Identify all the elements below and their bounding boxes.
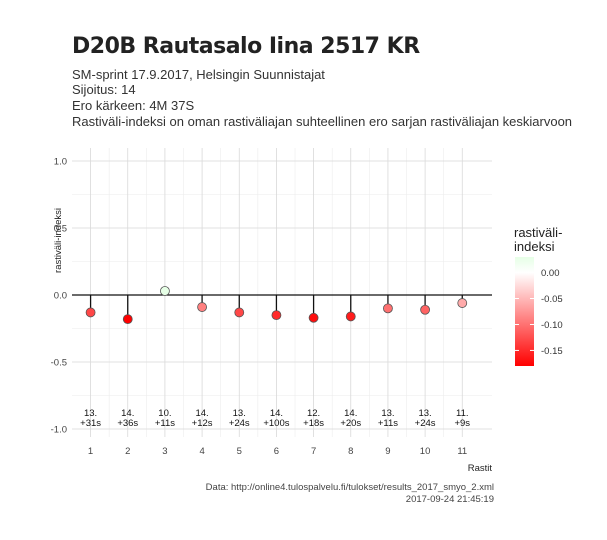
data-point	[85, 307, 96, 318]
annotation-delay: +20s	[340, 418, 361, 429]
legend-title-line-1: rastiväli-	[514, 225, 563, 240]
x-tick-label: 11	[457, 446, 467, 457]
annotation-delay: +11s	[378, 418, 398, 429]
x-tick-label: 1	[88, 446, 93, 457]
data-point	[457, 298, 468, 308]
annotation-rank: 13.	[233, 408, 246, 419]
y-tick-label: 1.0	[54, 157, 67, 168]
annotation-rank: 12.	[307, 408, 320, 419]
data-point	[197, 302, 207, 312]
y-tick-label: 0.5	[54, 224, 67, 235]
x-tick-label: 6	[274, 446, 279, 457]
timestamp-caption: 2017-09-24 21:45:19	[405, 494, 494, 505]
legend-colorbar	[515, 257, 534, 366]
chart-subtitle-placing: Sijoitus: 14	[72, 82, 136, 97]
annotation-rank: 11.	[456, 408, 469, 419]
data-point	[345, 311, 356, 322]
x-tick-label: 4	[199, 446, 204, 457]
legend-title: rastiväli- indeksi	[514, 226, 562, 254]
x-tick-label: 10	[420, 446, 431, 457]
data-point	[420, 304, 430, 315]
x-tick-label: 2	[125, 446, 130, 457]
annotation-delay: +11s	[155, 418, 175, 429]
data-point	[234, 307, 245, 318]
legend-tick-label: -0.15	[541, 346, 563, 357]
annotation-delay: +9s	[454, 418, 470, 429]
annotation-delay: +36s	[117, 418, 138, 429]
annotation-delay: +24s	[229, 418, 250, 429]
annotation-delay: +31s	[80, 418, 101, 429]
data-point	[271, 310, 282, 321]
data-point	[122, 314, 133, 325]
x-tick-label: 8	[348, 446, 353, 457]
chart-subtitle-gap: Ero kärkeen: 4M 37S	[72, 98, 195, 113]
x-tick-label: 9	[385, 446, 390, 457]
annotation-rank: 10.	[158, 408, 171, 419]
annotation-delay: +18s	[303, 418, 324, 429]
data-point	[383, 303, 393, 314]
x-tick-label: 7	[311, 446, 316, 457]
annotation-rank: 13.	[418, 408, 431, 419]
y-tick-label: -0.5	[51, 358, 67, 369]
legend-tick-label: -0.05	[541, 294, 563, 305]
y-tick-label: 0.0	[54, 291, 67, 302]
annotation-rank: 14.	[121, 408, 134, 419]
x-axis-label: Rastit	[468, 463, 493, 474]
annotation-rank: 14.	[270, 408, 283, 419]
annotation-delay: +24s	[415, 418, 436, 429]
annotation-rank: 13.	[84, 408, 97, 419]
chart-subtitle-event: SM-sprint 17.9.2017, Helsingin Suunnista…	[72, 67, 325, 82]
annotation-rank: 13.	[381, 408, 394, 419]
x-tick-label: 5	[237, 446, 242, 457]
chart-subtitle-description: Rastiväli-indeksi on oman rastiväliajan …	[72, 114, 573, 129]
legend-tick-label: 0.00	[541, 268, 560, 279]
legend-tick-label: -0.10	[541, 320, 563, 331]
annotation-delay: +100s	[263, 418, 289, 429]
annotation-delay: +12s	[192, 418, 213, 429]
chart-title: D20B Rautasalo Iina 2517 KR	[72, 34, 420, 59]
data-point	[308, 312, 319, 323]
data-source-caption: Data: http://online4.tulospalvelu.fi/tul…	[205, 482, 494, 493]
legend-title-line-2: indeksi	[514, 239, 555, 254]
y-axis-label: rastiväli-indeksi	[53, 208, 64, 273]
data-point	[160, 286, 170, 296]
x-tick-label: 3	[162, 446, 167, 457]
y-tick-label: -1.0	[51, 425, 67, 436]
annotation-rank: 14.	[195, 408, 208, 419]
annotation-rank: 14.	[344, 408, 357, 419]
